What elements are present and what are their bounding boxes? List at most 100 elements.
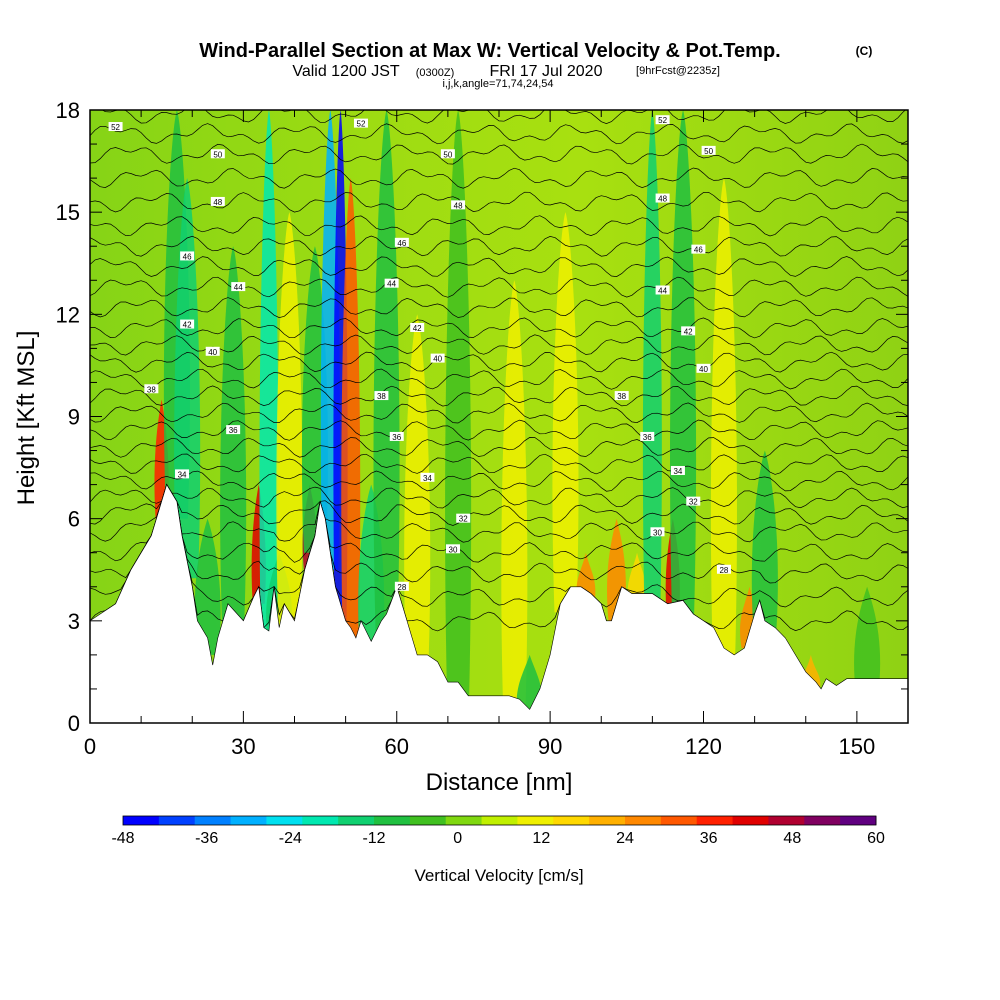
- pot-temp-contour: [90, 453, 908, 475]
- contour-label: 32: [689, 498, 698, 507]
- x-tick-label: 60: [385, 734, 409, 759]
- contour-label: 46: [183, 252, 192, 261]
- x-tick-label: 90: [538, 734, 562, 759]
- valid-time: Valid 1200 JST: [292, 63, 400, 80]
- contour-label: 34: [178, 470, 187, 479]
- contour-label: 40: [699, 365, 708, 374]
- contour-label: 46: [694, 246, 703, 255]
- contour-label-box: [180, 251, 195, 261]
- pot-temp-contour: [90, 483, 908, 608]
- colorbar-tick-label: 24: [616, 830, 634, 847]
- contour-label-box: [655, 115, 670, 125]
- contour-label-box: [670, 465, 685, 475]
- colorbar-swatch: [625, 816, 662, 825]
- contour-label: 30: [653, 528, 662, 537]
- colorbar-swatch: [445, 816, 483, 825]
- colorbar-swatch: [230, 816, 267, 825]
- velocity-band: [194, 518, 221, 655]
- pot-temp-contour: [90, 191, 908, 213]
- contour-label-box: [655, 285, 670, 295]
- contour-label-box: [696, 363, 711, 373]
- contour-label-box: [430, 353, 445, 363]
- contour-label: 36: [229, 426, 238, 435]
- pot-temp-contour: [90, 483, 908, 563]
- contour-label-box: [640, 431, 655, 441]
- y-tick-label: 18: [56, 98, 80, 123]
- x-axis-label: Distance [nm]: [426, 769, 573, 796]
- pot-temp-contour: [90, 235, 908, 257]
- contour-label-box: [420, 472, 435, 482]
- colorbar-tick-label: -36: [195, 830, 218, 847]
- contour-label-box: [180, 319, 195, 329]
- contour-label-box: [389, 431, 404, 441]
- velocity-band: [642, 110, 662, 611]
- contour-label-box: [716, 564, 731, 574]
- contour-label: 42: [183, 321, 192, 330]
- velocity-band: [751, 450, 778, 638]
- contour-label-box: [701, 145, 716, 155]
- colorbar-swatch: [374, 816, 411, 825]
- contour-label-box: [210, 196, 225, 206]
- contour-label-box: [210, 149, 225, 159]
- colorbar-tick-label: 48: [783, 830, 801, 847]
- contour-label-box: [691, 244, 706, 254]
- grid-indices: i,j,k,angle=71,74,24,54: [442, 78, 553, 90]
- velocity-band: [552, 212, 579, 613]
- pot-temp-contour: [90, 143, 908, 165]
- pot-temp-contour: [90, 123, 908, 145]
- colorbar-swatch: [840, 816, 877, 825]
- contour-label: 42: [413, 324, 422, 333]
- velocity-band: [373, 110, 400, 632]
- contour-label-box: [374, 391, 389, 401]
- contour-label: 48: [213, 198, 222, 207]
- colorbar-swatch: [732, 816, 769, 825]
- contour-label-box: [394, 237, 409, 247]
- pot-temp-contour: [90, 385, 908, 407]
- pot-temp-contour: [90, 437, 908, 458]
- contour-label: 28: [397, 583, 406, 592]
- x-tick-label: 120: [685, 734, 722, 759]
- contour-label-box: [686, 496, 701, 506]
- pot-temp-contour: [90, 215, 908, 237]
- pot-temp-contour: [90, 334, 908, 356]
- pot-temp-contour: [90, 483, 908, 543]
- pot-temp-contour: [90, 276, 908, 298]
- velocity-band: [404, 314, 431, 672]
- pot-temp-contours: [90, 110, 908, 632]
- y-axis-label: Height [Kft MSL]: [13, 331, 40, 506]
- pot-temp-contour: [90, 297, 908, 318]
- contour-label-box: [394, 581, 409, 591]
- contour-label: 30: [449, 545, 458, 554]
- colorbar-tick-label: 0: [453, 830, 462, 847]
- contour-label: 38: [377, 392, 386, 401]
- contour-label-box: [655, 193, 670, 203]
- y-tick-label: 0: [68, 711, 80, 736]
- colorbar-swatch: [768, 816, 805, 825]
- y-tick-label: 3: [68, 609, 80, 634]
- contour-label-box: [144, 384, 159, 394]
- contour-label: 50: [443, 150, 452, 159]
- copyright-mark: (C): [856, 44, 873, 58]
- colorbar-swatch: [660, 816, 698, 825]
- contour-label: 50: [704, 147, 713, 156]
- contour-label-box: [650, 527, 665, 537]
- x-axis: 0 30 60 90 120 150: [84, 110, 909, 759]
- contour-label-box: [384, 278, 399, 288]
- colorbar-swatch: [158, 816, 196, 825]
- x-tick-label: 0: [84, 734, 96, 759]
- colorbar: -48 -36 -24 -12 0 12 24 36 48 60: [111, 815, 885, 847]
- chart-title: Wind-Parallel Section at Max W: Vertical…: [199, 40, 780, 62]
- contour-label: 48: [658, 195, 667, 204]
- pot-temp-contour: [90, 483, 908, 584]
- forecast-info: [9hrFcst@2235z]: [636, 65, 720, 77]
- colorbar-tick-label: 12: [532, 830, 550, 847]
- colorbar-tick-label: -12: [362, 830, 385, 847]
- contour-label-box: [445, 544, 460, 554]
- colorbar-swatch: [696, 816, 734, 825]
- contour-label: 52: [658, 116, 667, 125]
- x-tick-label: 150: [839, 734, 876, 759]
- contour-label: 42: [684, 327, 693, 336]
- contour-label-box: [681, 326, 696, 336]
- contour-label: 52: [357, 120, 366, 129]
